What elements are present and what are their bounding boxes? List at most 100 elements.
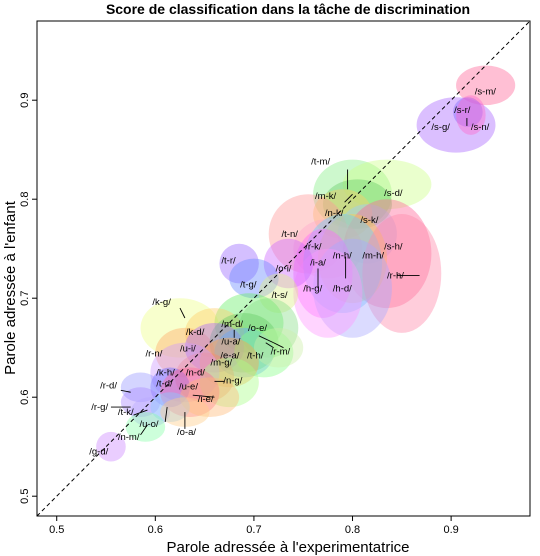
point-ellipse-22 (140, 298, 220, 358)
point-label-44: /n-m/ (118, 432, 140, 443)
point-label-7: /n-k/ (325, 208, 344, 219)
point-label-6: /m-k/ (315, 191, 336, 202)
point-ellipse-10 (293, 219, 363, 279)
point-label-31: /r-m/ (271, 347, 291, 358)
plot-frame (36, 20, 531, 517)
point-ellipse-45 (96, 431, 126, 462)
point-label-16: /h-d/ (333, 283, 352, 294)
x-tick-label-2: 0.7 (246, 524, 261, 536)
point-label-36: /t-d/ (156, 378, 173, 389)
label-connector-6 (179, 307, 186, 319)
y-tick-label-0: 0.5 (19, 489, 31, 504)
point-label-9: /t-n/ (282, 229, 299, 240)
y-tick-label-2: 0.7 (19, 291, 31, 306)
point-label-45: /g-d/ (89, 447, 108, 458)
label-connector-8 (258, 335, 274, 344)
point-label-17: /h-g/ (303, 283, 322, 294)
point-ellipse-19 (219, 243, 259, 284)
point-ellipse-16 (313, 238, 392, 338)
point-label-40: /r-g/ (91, 402, 108, 413)
point-ellipse-37 (160, 367, 220, 417)
point-label-8: /s-k/ (360, 215, 378, 226)
point-label-25: /k-d/ (186, 327, 205, 338)
point-ellipse-24 (239, 298, 299, 358)
x-tick-label-3: 0.8 (345, 524, 360, 536)
point-label-29: /e-a/ (220, 351, 239, 362)
point-label-14: /i-a/ (310, 258, 326, 269)
point-ellipse-28 (184, 322, 245, 373)
point-label-30: /t-h/ (247, 351, 264, 362)
point-label-23: /m-d/ (221, 319, 243, 330)
point-ellipse-23 (214, 293, 284, 353)
y-axis-label: Parole adressée à l'enfant (2, 200, 19, 375)
point-label-27: /r-n/ (145, 349, 162, 360)
x-axis-label: Parole adressée à l'experimentatrice (167, 539, 410, 556)
label-connector-15 (133, 409, 148, 416)
point-ellipse-13 (303, 214, 383, 314)
point-ellipse-11 (342, 199, 432, 309)
point-label-43: /o-a/ (177, 427, 196, 438)
label-connector-18 (140, 424, 148, 436)
plot-area: /s-m/ /s-r/ /s-g/ /s-n/ /t-m/ /s-d/ /m-k/ /n-k/… (19, 20, 531, 536)
point-label-5: /s-d/ (384, 188, 403, 199)
point-label-19: /t-r/ (221, 256, 236, 267)
point-label-33: /n-d/ (186, 367, 205, 378)
point-ellipse-30 (234, 327, 294, 378)
point-label-12: /m-h/ (362, 251, 384, 262)
point-ellipse-6 (322, 179, 392, 229)
point-label-21: /t-s/ (272, 290, 288, 301)
point-ellipse-40 (120, 387, 161, 417)
point-label-34: /k-h/ (156, 367, 175, 378)
point-ellipse-17 (293, 248, 363, 338)
point-label-28: /u-i/ (180, 344, 196, 355)
x-tick-label-4: 0.9 (443, 524, 458, 536)
point-label-4: /t-m/ (311, 157, 330, 168)
point-label-2: /s-g/ (431, 122, 450, 133)
label-connector-9 (265, 342, 274, 349)
point-ellipse-7 (313, 189, 373, 239)
y-tick-label-1: 0.6 (19, 390, 31, 405)
plot-content: /s-m/ /s-r/ /s-g/ /s-n/ /t-m/ /s-d/ /m-k/ /n-k/… (37, 21, 530, 516)
point-label-3: /s-n/ (471, 122, 490, 133)
label-connector-13 (120, 389, 131, 393)
point-label-37: /u-e/ (179, 381, 198, 392)
point-label-0: /s-m/ (475, 86, 496, 97)
point-ellipse-32 (199, 337, 259, 388)
point-ellipse-31 (253, 327, 304, 368)
point-ellipse-26 (209, 313, 279, 373)
point-ellipse-42 (150, 392, 190, 422)
point-label-41: /t-k/ (118, 407, 134, 418)
point-ellipse-1 (453, 97, 483, 127)
point-ellipse-5 (342, 159, 432, 210)
point-ellipse-29 (214, 327, 274, 378)
point-ellipse-9 (268, 194, 348, 274)
y-tick-label-3: 0.8 (19, 192, 31, 207)
reference-diagonal (37, 21, 530, 516)
label-connector-2 (344, 193, 353, 203)
label-connector-12 (192, 394, 215, 398)
point-label-20: /t-g/ (240, 279, 257, 290)
point-ellipse-21 (258, 273, 299, 314)
point-label-18: /o-i/ (276, 263, 292, 274)
point-ellipse-15 (362, 214, 442, 333)
point-ellipse-44 (125, 412, 166, 442)
label-connector-10 (273, 342, 284, 349)
point-label-22: /k-g/ (152, 297, 171, 308)
point-label-1: /s-r/ (454, 105, 471, 116)
point-ellipse-36 (150, 367, 190, 408)
point-label-24: /o-e/ (248, 323, 267, 334)
point-ellipse-34 (150, 342, 220, 403)
point-ellipse-35 (199, 357, 259, 408)
x-tick-label-1: 0.6 (148, 524, 163, 536)
point-ellipse-41 (130, 397, 171, 427)
point-ellipse-27 (155, 327, 215, 378)
point-label-38: /i-e/ (198, 394, 214, 405)
label-connector-16 (164, 407, 168, 423)
point-ellipse-39 (120, 372, 161, 403)
point-label-10: /r-k/ (305, 242, 322, 253)
point-label-26: /u-a/ (221, 337, 240, 348)
chart-title: Score de classification dans la tâche de… (106, 1, 470, 17)
y-tick-label-4: 0.9 (19, 93, 31, 108)
point-ellipse-12 (318, 214, 388, 304)
